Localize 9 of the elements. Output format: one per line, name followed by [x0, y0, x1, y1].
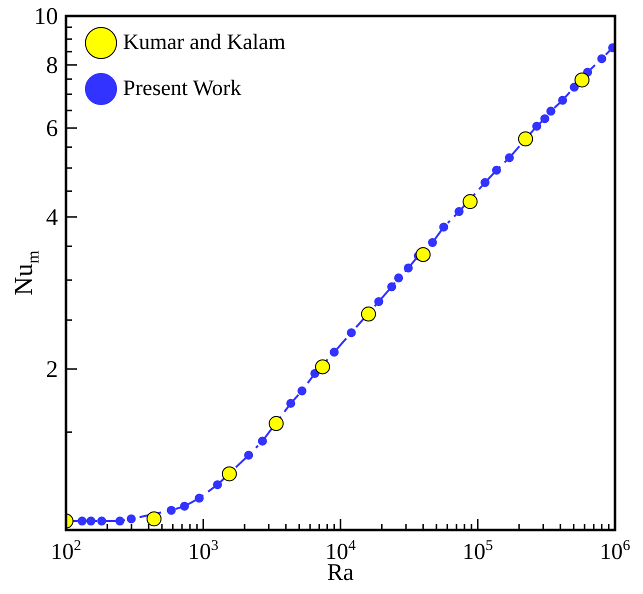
y-axis-title: Num — [9, 250, 42, 296]
y-tick-label: 4 — [46, 204, 58, 231]
y-tick-label: 2 — [46, 357, 58, 384]
y-tick-label: 6 — [46, 116, 58, 142]
y-tick-label: 10 — [34, 4, 58, 30]
x-axis-title: Ra — [327, 560, 354, 586]
y-tick-label: 8 — [46, 52, 58, 79]
legend-label: Present Work — [123, 74, 242, 100]
legend-label: Kumar and Kalam — [123, 28, 286, 54]
